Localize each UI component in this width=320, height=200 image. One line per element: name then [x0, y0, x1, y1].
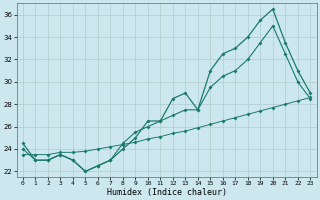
X-axis label: Humidex (Indice chaleur): Humidex (Indice chaleur) — [107, 188, 227, 197]
